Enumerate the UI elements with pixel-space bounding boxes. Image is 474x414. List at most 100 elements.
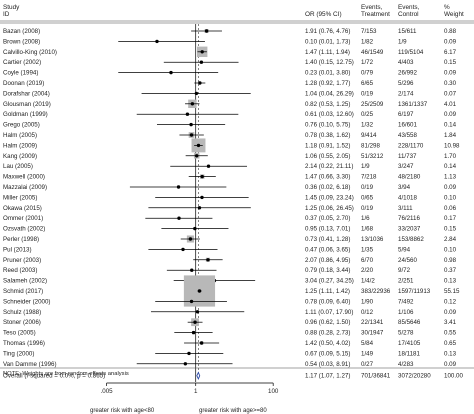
study-13-control-events: 3/247 [398, 163, 414, 170]
study-6-or-ci: 1.04 (0.04, 26.29) [305, 90, 354, 97]
study-15-treatment-events: 0/19 [361, 184, 374, 191]
study-19-or-ci: 0.95 (0.13, 7.01) [305, 226, 350, 233]
study-29-name: Teso (2005) [3, 330, 36, 337]
study-26-or-ci: 0.78 (0.09, 6.40) [305, 298, 350, 305]
header-treatment: Treatment [361, 11, 390, 18]
study-21-point [181, 247, 185, 252]
study-29-point [191, 330, 196, 335]
study-11-or-ci: 1.18 (0.91, 1.52) [305, 142, 350, 149]
study-28-name: Stoner (2006) [3, 319, 41, 326]
study-17-name: Okawa (2015) [3, 205, 42, 212]
study-32-point [183, 362, 188, 366]
study-16-point [200, 195, 204, 200]
study-11-point [196, 143, 201, 148]
study-22-weight: 0.98 [444, 257, 457, 264]
study-23-control-events: 9/72 [398, 267, 411, 274]
study-32-or-ci: 0.54 (0.03, 8.91) [305, 361, 350, 368]
study-5-or-ci: 1.28 (0.92, 1.77) [305, 80, 350, 87]
x-tick-label-0: .005 [101, 388, 114, 395]
study-22-point [206, 258, 210, 262]
header-or: OR (95% CI) [305, 11, 342, 18]
study-11-weight: 10.98 [444, 142, 460, 149]
study-30-point [199, 341, 204, 345]
study-31-name: Ting (2000) [3, 350, 34, 357]
x-tick-label-2: 100 [268, 388, 279, 395]
study-3-control-events: 4/403 [398, 59, 414, 66]
study-28-control-events: 85/5646 [398, 319, 421, 326]
study-17-control-events: 3/111 [398, 205, 413, 212]
study-5-control-events: 5/296 [398, 80, 414, 87]
study-8-treatment-events: 0/25 [361, 111, 374, 118]
study-27-name: Schulz (1988) [3, 309, 41, 316]
study-19-treatment-events: 1/68 [361, 226, 374, 233]
study-21-or-ci: 0.47 (0.06, 3.65) [305, 246, 350, 253]
study-17-or-ci: 1.25 (0.06, 26.45) [305, 205, 354, 212]
header-treatment-events: Events, [361, 4, 383, 11]
study-31-treatment-events: 1/49 [361, 350, 374, 357]
study-7-point [190, 102, 195, 106]
weights-note: NOTE: Weights are from random effects an… [3, 371, 129, 377]
study-8-point [185, 112, 190, 116]
study-22-name: Pruner (2003) [3, 257, 41, 264]
study-9-or-ci: 0.76 (0.10, 5.75) [305, 122, 350, 129]
study-1-treatment-events: 1/82 [361, 38, 374, 45]
study-18-point [177, 216, 181, 220]
study-9-point [189, 122, 193, 127]
study-30-weight: 0.65 [444, 340, 457, 347]
study-8-name: Goldman (1999) [3, 111, 48, 118]
study-11-name: Halm (2009) [3, 142, 37, 149]
overall-treatment-events: 701/36841 [361, 373, 391, 380]
overall-control-events: 3072/20280 [398, 373, 431, 380]
study-10-weight: 1.84 [444, 132, 457, 139]
study-21-name: Pul (2013) [3, 246, 32, 253]
x-tick-label-1: 1 [194, 388, 198, 395]
study-19-point [193, 226, 197, 231]
study-16-weight: 0.10 [444, 194, 457, 201]
study-9-name: Grego (2005) [3, 122, 40, 129]
study-27-control-events: 1/106 [398, 309, 414, 316]
study-10-treatment-events: 9/414 [361, 132, 377, 139]
study-6-treatment-events: 0/19 [361, 90, 374, 97]
study-23-treatment-events: 2/20 [361, 267, 374, 274]
study-22-control-events: 24/560 [398, 257, 417, 264]
study-13-point [206, 164, 211, 168]
study-25-point [197, 289, 202, 293]
study-22-treatment-events: 6/70 [361, 257, 374, 264]
overall-name: Overall (I-squared = 0.0%, p = 0.865) [3, 373, 105, 380]
study-28-treatment-events: 22/1341 [361, 319, 384, 326]
study-2-point [200, 50, 204, 54]
study-19-name: Ozsvath (2002) [3, 226, 45, 233]
study-26-control-events: 7/492 [398, 298, 414, 305]
study-27-treatment-events: 0/12 [361, 309, 374, 316]
study-0-treatment-events: 7/153 [361, 28, 377, 35]
study-29-treatment-events: 30/1947 [361, 330, 384, 337]
study-9-weight: 0.14 [444, 122, 457, 129]
study-13-or-ci: 2.14 (0.22, 21.11) [305, 163, 353, 170]
study-25-treatment-events: 383/22936 [361, 288, 391, 295]
study-5-point [198, 81, 202, 85]
study-2-or-ci: 1.47 (1.11, 1.94) [305, 49, 350, 56]
study-0-name: Bazan (2008) [3, 28, 40, 35]
study-32-control-events: 4/283 [398, 361, 414, 368]
study-30-treatment-events: 5/84 [361, 340, 374, 347]
study-3-point [199, 60, 204, 64]
study-rows: Bazan (2008) 1.91 (0.76, 4.76) 7/153 15/611… [3, 28, 463, 380]
study-23-name: Reed (2003) [3, 267, 37, 274]
study-4-treatment-events: 0/79 [361, 70, 374, 77]
study-15-control-events: 3/94 [398, 184, 411, 191]
plot-marks [118, 24, 256, 382]
study-8-or-ci: 0.61 (0.03, 12.60) [305, 111, 354, 118]
header-control-events: Events, [398, 4, 420, 11]
study-28-point [193, 320, 197, 324]
study-0-point [204, 29, 209, 33]
header-id: ID [3, 11, 10, 18]
study-12-treatment-events: 51/3212 [361, 153, 384, 160]
study-28-or-ci: 0.96 (0.62, 1.50) [305, 319, 350, 326]
study-24-or-ci: 3.04 (0.27, 34.25) [305, 278, 354, 285]
study-5-treatment-events: 6/65 [361, 80, 374, 87]
study-18-name: Ommer (2001) [3, 215, 43, 222]
study-27-point [195, 310, 200, 314]
study-24-name: Salameh (2002) [3, 278, 47, 285]
study-1-control-events: 1/9 [398, 38, 407, 45]
header-weight: Weight [444, 11, 464, 18]
